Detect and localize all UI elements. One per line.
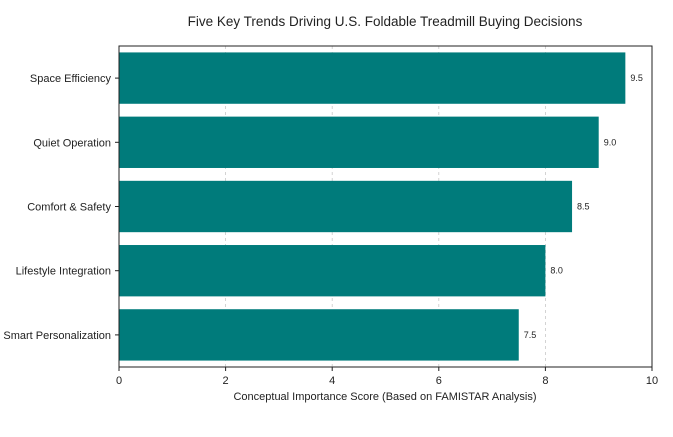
chart-title: Five Key Trends Driving U.S. Foldable Tr…: [188, 14, 583, 29]
x-tick-label: 2: [223, 375, 229, 387]
bar-smart-personalization: [119, 309, 519, 361]
category-label: Space Efficiency: [30, 73, 112, 85]
x-tick-label: 0: [116, 375, 122, 387]
bars: [119, 52, 626, 361]
value-label: 8.5: [577, 202, 590, 212]
value-label: 8.0: [550, 266, 563, 276]
value-label: 9.5: [630, 73, 643, 83]
bar-space-efficiency: [119, 52, 626, 104]
value-label: 9.0: [604, 137, 617, 147]
axes: 0 2 4 6 8 10: [115, 45, 658, 387]
x-axis-title: Conceptual Importance Score (Based on FA…: [233, 391, 536, 403]
bar-lifestyle-integration: [119, 245, 546, 297]
x-tick-label: 6: [436, 375, 442, 387]
bar-quiet-operation: [119, 116, 599, 168]
x-tick-label: 8: [542, 375, 548, 387]
x-tick-label: 4: [329, 375, 335, 387]
category-label: Smart Personalization: [3, 330, 111, 342]
bar-comfort-safety: [119, 180, 573, 233]
value-label: 7.5: [524, 330, 537, 340]
category-label: Lifestyle Integration: [16, 266, 111, 278]
plot-frame: [118, 45, 653, 368]
x-tick-label: 10: [646, 375, 658, 387]
value-labels: Space Efficiency 9.5 Quiet Operation 9.0 Com…: [3, 73, 642, 342]
category-label: Comfort & Safety: [27, 202, 111, 214]
category-label: Quiet Operation: [33, 137, 111, 149]
